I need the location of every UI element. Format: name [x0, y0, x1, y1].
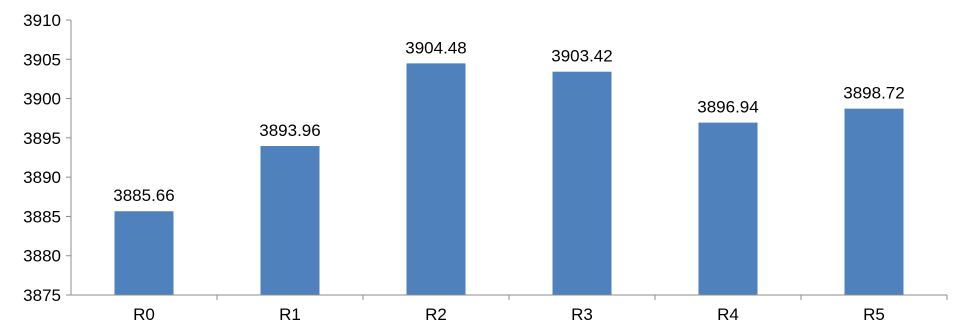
bar-r4 [698, 122, 758, 295]
bar-r2 [406, 63, 466, 295]
bar-r3 [552, 71, 612, 295]
x-tick-label: R0 [133, 305, 155, 324]
data-label-r2: 3904.48 [405, 38, 466, 57]
bars [114, 63, 904, 295]
y-tick-label: 3890 [23, 168, 61, 187]
x-axis: R0 R1 R2 R3 R4 R5 [71, 294, 948, 324]
bar-r0 [114, 211, 174, 295]
y-tick-label: 3875 [23, 286, 61, 305]
y-tick-label: 3910 [23, 11, 61, 30]
y-tick-label: 3905 [23, 50, 61, 69]
y-tick-label: 3895 [23, 129, 61, 148]
bar-r5 [844, 108, 904, 295]
data-label-r0: 3885.66 [113, 186, 174, 205]
x-tick-label: R5 [863, 305, 885, 324]
x-tick-label: R1 [279, 305, 301, 324]
bar-r1 [260, 146, 320, 295]
y-tick-label: 3880 [23, 247, 61, 266]
data-label-r3: 3903.42 [551, 47, 612, 66]
x-tick-label: R4 [717, 305, 739, 324]
data-label-r5: 3898.72 [843, 84, 904, 103]
y-axis: 3875 3880 3885 3890 3895 3900 3905 3910 [23, 11, 72, 305]
data-label-r1: 3893.96 [259, 121, 320, 140]
data-label-r4: 3896.94 [697, 98, 758, 117]
y-tick-label: 3900 [23, 90, 61, 109]
y-tick-label: 3885 [23, 207, 61, 226]
x-tick-label: R2 [425, 305, 447, 324]
x-tick-label: R3 [571, 305, 593, 324]
data-labels: 3885.66 3893.96 3904.48 3903.42 3896.94 3898.… [113, 38, 904, 205]
